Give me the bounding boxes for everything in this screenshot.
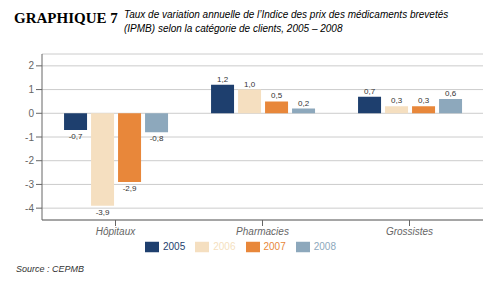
html-text:2006: 2006 — [213, 240, 236, 252]
html-text:(IPMB) selon la catégorie de c: (IPMB) selon la catégorie de clients, 20… — [124, 23, 343, 34]
html-text:Taux de variation annuelle de: Taux de variation annuelle de l’Indice d… — [124, 9, 449, 20]
svg-text:-2,9: -2,9 — [123, 184, 137, 193]
svg-text:Grossistes: Grossistes — [386, 226, 433, 237]
svg-text:-1: -1 — [25, 132, 34, 143]
svg-text:0,7: 0,7 — [364, 87, 376, 96]
svg-text:0,3: 0,3 — [391, 96, 403, 105]
svg-text:0,2: 0,2 — [298, 99, 310, 108]
svg-text:2: 2 — [28, 60, 34, 71]
svg-text:0,6: 0,6 — [445, 89, 457, 98]
svg-text:-4: -4 — [25, 203, 34, 214]
svg-text:Pharmacies: Pharmacies — [236, 226, 289, 237]
svg-text:-3: -3 — [25, 179, 34, 190]
svg-text:0: 0 — [28, 108, 34, 119]
svg-text:Hôpitaux: Hôpitaux — [96, 226, 136, 237]
svg-text:0,5: 0,5 — [271, 91, 283, 100]
html-text:2008: 2008 — [313, 240, 336, 252]
svg-text:1,0: 1,0 — [244, 80, 256, 89]
svg-text:-0,7: -0,7 — [69, 132, 83, 141]
svg-text:-3,9: -3,9 — [96, 208, 110, 217]
html-text:GRAPHIQUE 7: GRAPHIQUE 7 — [14, 10, 118, 26]
html-text:2007: 2007 — [263, 240, 286, 252]
svg-text:-2: -2 — [25, 155, 34, 166]
svg-text:1,2: 1,2 — [217, 75, 229, 84]
html-text:Source : CEPMB: Source : CEPMB — [16, 264, 84, 274]
svg-text:1: 1 — [28, 84, 34, 95]
html-text:2005: 2005 — [163, 240, 186, 252]
svg-text:0,3: 0,3 — [418, 96, 430, 105]
svg-text:-0,8: -0,8 — [150, 134, 164, 143]
